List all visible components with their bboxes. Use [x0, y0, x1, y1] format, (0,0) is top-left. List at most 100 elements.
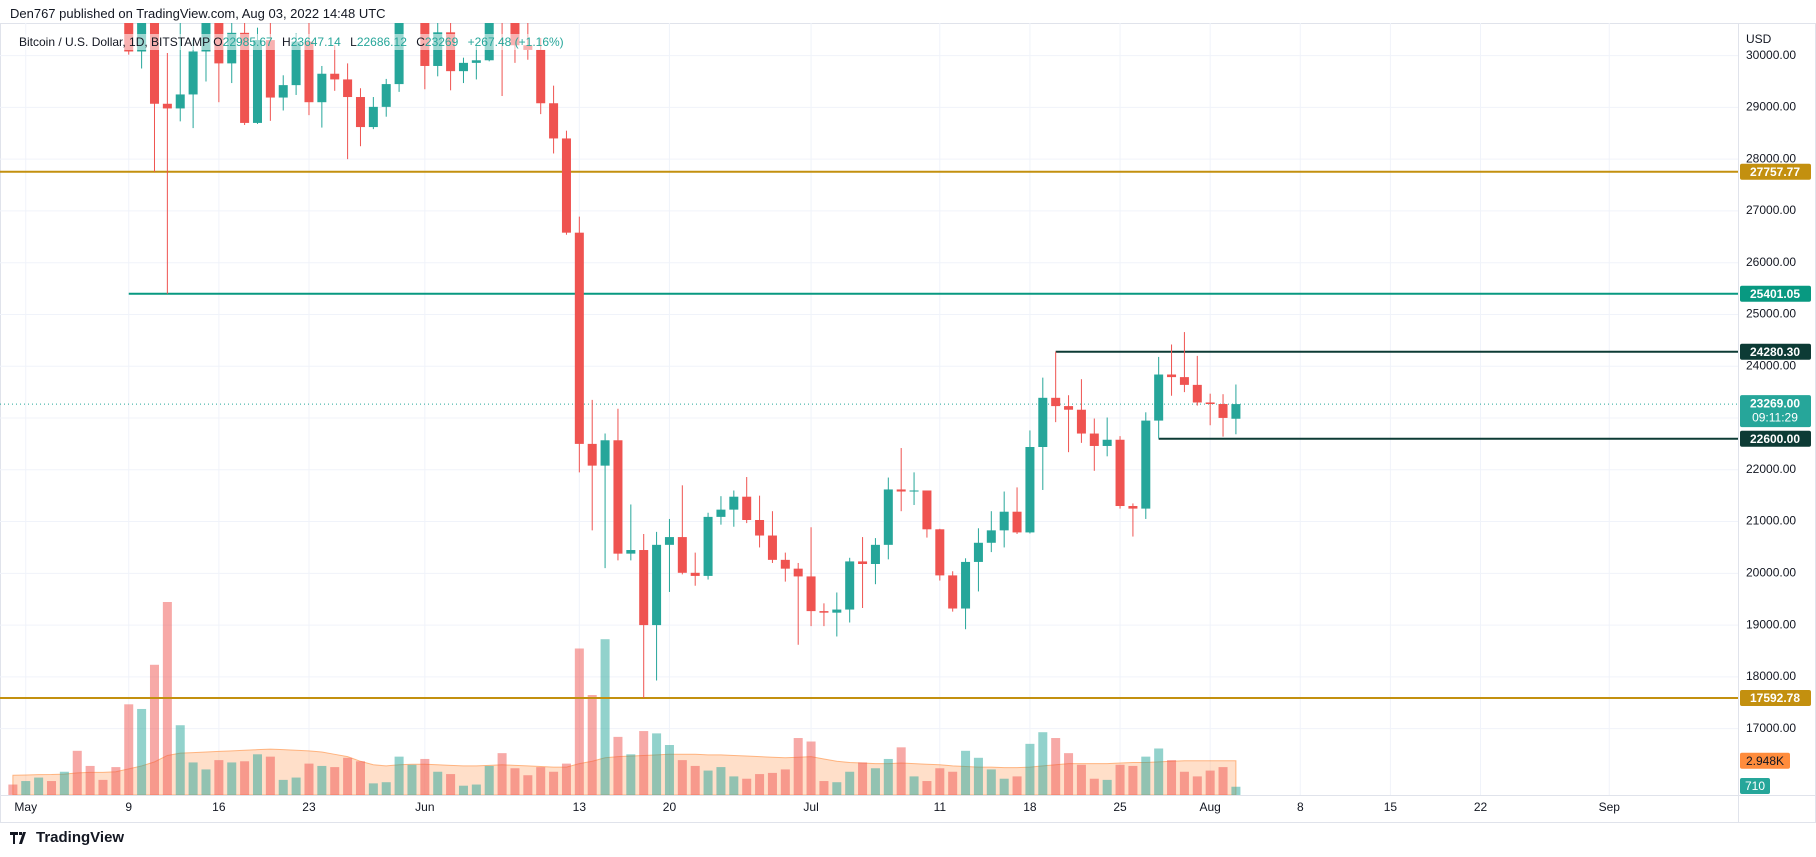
volume-bar [8, 784, 18, 795]
volume-bar [85, 765, 95, 795]
volume-bar [677, 760, 687, 795]
volume-bar [149, 664, 159, 795]
candle-body [368, 106, 378, 128]
candle-body [162, 103, 172, 109]
legend-open: 22985.67 [222, 35, 273, 49]
volume-bar [664, 745, 674, 795]
level-label: 22600.00 [1750, 432, 1800, 446]
candle-body [909, 490, 919, 492]
candle-body [1064, 406, 1074, 410]
volume-bar [1064, 753, 1074, 795]
candle-body [458, 62, 468, 72]
publish-note: Den767 published on TradingView.com, Aug… [10, 6, 386, 21]
volume-bar [59, 771, 69, 795]
candle-body [484, 23, 494, 61]
legend-low: 22686.12 [356, 35, 407, 49]
axes: 17000.00 18000.00 19000.00 20000.00 21000.00… [14, 48, 1811, 814]
candle-body [381, 84, 391, 107]
countdown-label: 09:11:29 [1752, 410, 1798, 424]
candle-body [973, 542, 983, 562]
x-tick-label: Jun [415, 800, 434, 814]
y-tick-label: 29000.00 [1746, 100, 1796, 114]
candle-body [935, 529, 945, 576]
footer: TradingView [10, 829, 124, 846]
volume-bar [999, 778, 1009, 795]
volume-bar [819, 781, 829, 795]
volume-bar [1141, 756, 1151, 795]
level-label: 17592.78 [1750, 691, 1800, 705]
volume-bar [510, 768, 520, 795]
candle-body [561, 138, 571, 233]
candle-body [1154, 374, 1164, 421]
brand: TradingView [36, 829, 125, 846]
candle-body [1115, 439, 1125, 507]
volume-bar [291, 777, 301, 795]
volume-bar [870, 768, 880, 795]
candle-body [317, 73, 327, 103]
candle-body [175, 94, 185, 109]
candle-body [948, 575, 958, 609]
volume-ma-label: 2.948K [1746, 754, 1784, 768]
candle-body [664, 537, 674, 545]
volume-bar [343, 757, 353, 795]
candle-body [214, 23, 224, 64]
volume-bar [793, 738, 803, 795]
volume-bar [175, 725, 185, 795]
volume-bar [652, 733, 662, 795]
candle-body [767, 535, 777, 560]
volume-bar [561, 763, 571, 795]
volume-bar [1038, 732, 1048, 795]
volume-bar [433, 771, 443, 795]
y-tick-label: 22000.00 [1746, 462, 1796, 476]
volume-bar [639, 731, 649, 795]
volume-bar [961, 750, 971, 795]
candle-body [845, 561, 855, 610]
level-label-box [1740, 430, 1811, 447]
volume-bar [1192, 776, 1202, 795]
candle-body [265, 40, 275, 98]
volume-bar [458, 785, 468, 795]
candle-body [600, 440, 610, 466]
candle-body [961, 561, 971, 609]
volume-bar [278, 779, 288, 795]
volume-label: 710 [1745, 779, 1765, 793]
y-tick-label: 24000.00 [1746, 358, 1796, 372]
candle-body [343, 79, 353, 98]
y-tick-label: 21000.00 [1746, 514, 1796, 528]
volume-bar [1012, 776, 1022, 795]
candle-body [883, 489, 893, 545]
candle-body [1179, 377, 1189, 385]
volume-bar [98, 779, 108, 795]
candle-body [446, 32, 456, 72]
candle-body [1218, 404, 1228, 418]
x-tick-label: Jul [803, 800, 818, 814]
brand-logo [10, 831, 26, 844]
legend-letter: C [416, 35, 425, 49]
candle-body [536, 49, 546, 104]
volume-bar [227, 762, 237, 795]
volume-bar [613, 736, 623, 795]
volume-bar [137, 708, 147, 795]
volume-bar [1231, 786, 1241, 795]
volume-bar [111, 767, 121, 795]
volume-bar [690, 765, 700, 795]
x-tick-label: 15 [1384, 800, 1398, 814]
candle-body [188, 51, 198, 95]
volume-bar [214, 760, 224, 795]
x-tick-label: 22 [1474, 800, 1488, 814]
candle-body [626, 550, 636, 554]
volume-bar [46, 781, 57, 795]
candle-body [1051, 397, 1061, 407]
volume-bar [767, 772, 777, 795]
candle-body [471, 60, 481, 63]
volume-bar [497, 753, 507, 795]
volume-bar [330, 767, 340, 795]
y-tick-label: 28000.00 [1746, 151, 1796, 165]
candle-body [549, 103, 559, 139]
candle-body [819, 611, 829, 613]
legend: Bitcoin / U.S. Dollar, 1D, BITSTAMP O229… [16, 34, 573, 50]
x-tick-label: 23 [302, 800, 316, 814]
volume-bar [587, 695, 597, 795]
candle-body [1205, 402, 1215, 405]
volume-bar [600, 639, 610, 795]
